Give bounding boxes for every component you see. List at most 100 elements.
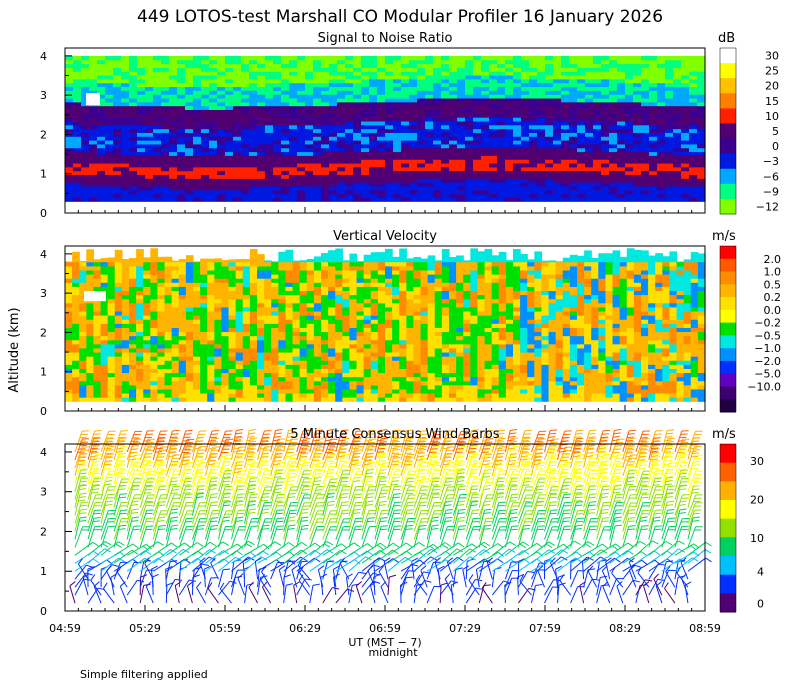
velocity-cell: [221, 282, 230, 287]
velocity-cell: [164, 339, 173, 345]
velocity-cell: [427, 269, 436, 275]
snr-cell: [377, 189, 386, 195]
snr-cell: [345, 143, 354, 149]
snr-cell: [465, 136, 474, 141]
snr-cell: [385, 197, 394, 202]
snr-cell: [281, 120, 290, 126]
snr-cell: [97, 59, 106, 65]
snr-cell: [81, 170, 90, 176]
snr-cell: [513, 55, 522, 61]
snr-cell: [401, 124, 410, 130]
snr-cell: [465, 67, 474, 72]
snr-cell: [409, 113, 418, 118]
snr-cell: [441, 113, 450, 118]
velocity-cell: [193, 327, 201, 333]
velocity-cell: [420, 298, 429, 304]
snr-cell: [73, 120, 82, 126]
velocity-cell: [434, 298, 443, 304]
snr-cell: [457, 90, 466, 95]
snr-cell: [217, 159, 226, 164]
velocity-cell: [65, 310, 73, 316]
snr-cell: [377, 193, 386, 198]
snr-cell: [401, 162, 410, 168]
velocity-cell: [171, 315, 180, 320]
snr-cell: [369, 189, 378, 195]
snr-cell: [401, 182, 410, 187]
snr-cell: [305, 140, 314, 145]
snr-cell: [617, 120, 626, 126]
snr-cell: [545, 74, 554, 80]
velocity-cell: [221, 347, 230, 353]
snr-cell: [337, 67, 346, 72]
snr-cell: [265, 78, 274, 84]
snr-cell: [545, 193, 554, 198]
velocity-cell: [399, 376, 407, 382]
snr-cell: [105, 155, 114, 160]
velocity-cell: [313, 351, 322, 357]
velocity-cell: [370, 286, 379, 292]
snr-cell: [105, 193, 114, 198]
velocity-cell: [335, 372, 343, 378]
snr-cell: [233, 178, 242, 183]
velocity-cell: [164, 368, 173, 374]
snr-cell: [521, 166, 530, 172]
snr-cell: [289, 74, 298, 80]
snr-cell: [305, 55, 314, 61]
snr-cell: [281, 132, 290, 137]
snr-cell: [561, 94, 570, 99]
snr-cell: [145, 105, 154, 111]
snr-cell: [353, 132, 362, 137]
snr-cell: [473, 185, 482, 191]
velocity-cell: [242, 331, 251, 337]
velocity-cell: [377, 335, 386, 341]
snr-cell: [73, 59, 82, 65]
velocity-cell: [342, 315, 351, 320]
snr-cell: [65, 143, 74, 149]
snr-cell: [169, 159, 178, 164]
velocity-cell: [349, 380, 358, 386]
velocity-cell: [278, 392, 287, 398]
snr-cell: [289, 86, 298, 91]
velocity-cell: [143, 351, 151, 357]
snr-cell: [529, 63, 538, 68]
snr-cell: [89, 147, 98, 153]
snr-cell: [473, 178, 482, 183]
velocity-cell: [72, 376, 80, 382]
snr-cell: [505, 159, 514, 164]
snr-cell: [409, 120, 418, 126]
snr-cell: [313, 136, 322, 141]
snr-cell: [433, 159, 442, 164]
snr-cell: [673, 55, 682, 61]
velocity-cell: [370, 376, 379, 382]
snr-cell: [505, 90, 514, 95]
snr-cell: [609, 170, 618, 176]
velocity-cell: [427, 302, 436, 308]
snr-cell: [433, 178, 442, 183]
velocity-cell: [335, 351, 343, 357]
snr-cell: [561, 132, 570, 137]
snr-cell: [505, 151, 514, 156]
snr-cell: [273, 55, 282, 61]
velocity-cell: [278, 372, 287, 378]
snr-cell: [657, 101, 666, 107]
snr-cell: [553, 178, 562, 183]
snr-cell: [185, 136, 194, 141]
velocity-cell: [420, 319, 429, 324]
snr-cell: [553, 166, 562, 172]
velocity-cell: [328, 261, 336, 267]
velocity-cell: [278, 327, 287, 333]
snr-cell: [113, 101, 122, 107]
snr-cell: [497, 132, 506, 137]
velocity-cell: [193, 380, 201, 386]
snr-cell: [425, 55, 434, 61]
velocity-cell: [93, 347, 102, 353]
velocity-cell: [313, 315, 322, 320]
velocity-cell: [143, 265, 151, 271]
snr-cell: [97, 197, 106, 202]
snr-cell: [169, 55, 178, 61]
snr-cell: [617, 136, 626, 141]
snr-cell: [513, 185, 522, 191]
snr-cell: [81, 197, 90, 202]
snr-cell: [113, 82, 122, 88]
snr-cell: [185, 117, 194, 122]
